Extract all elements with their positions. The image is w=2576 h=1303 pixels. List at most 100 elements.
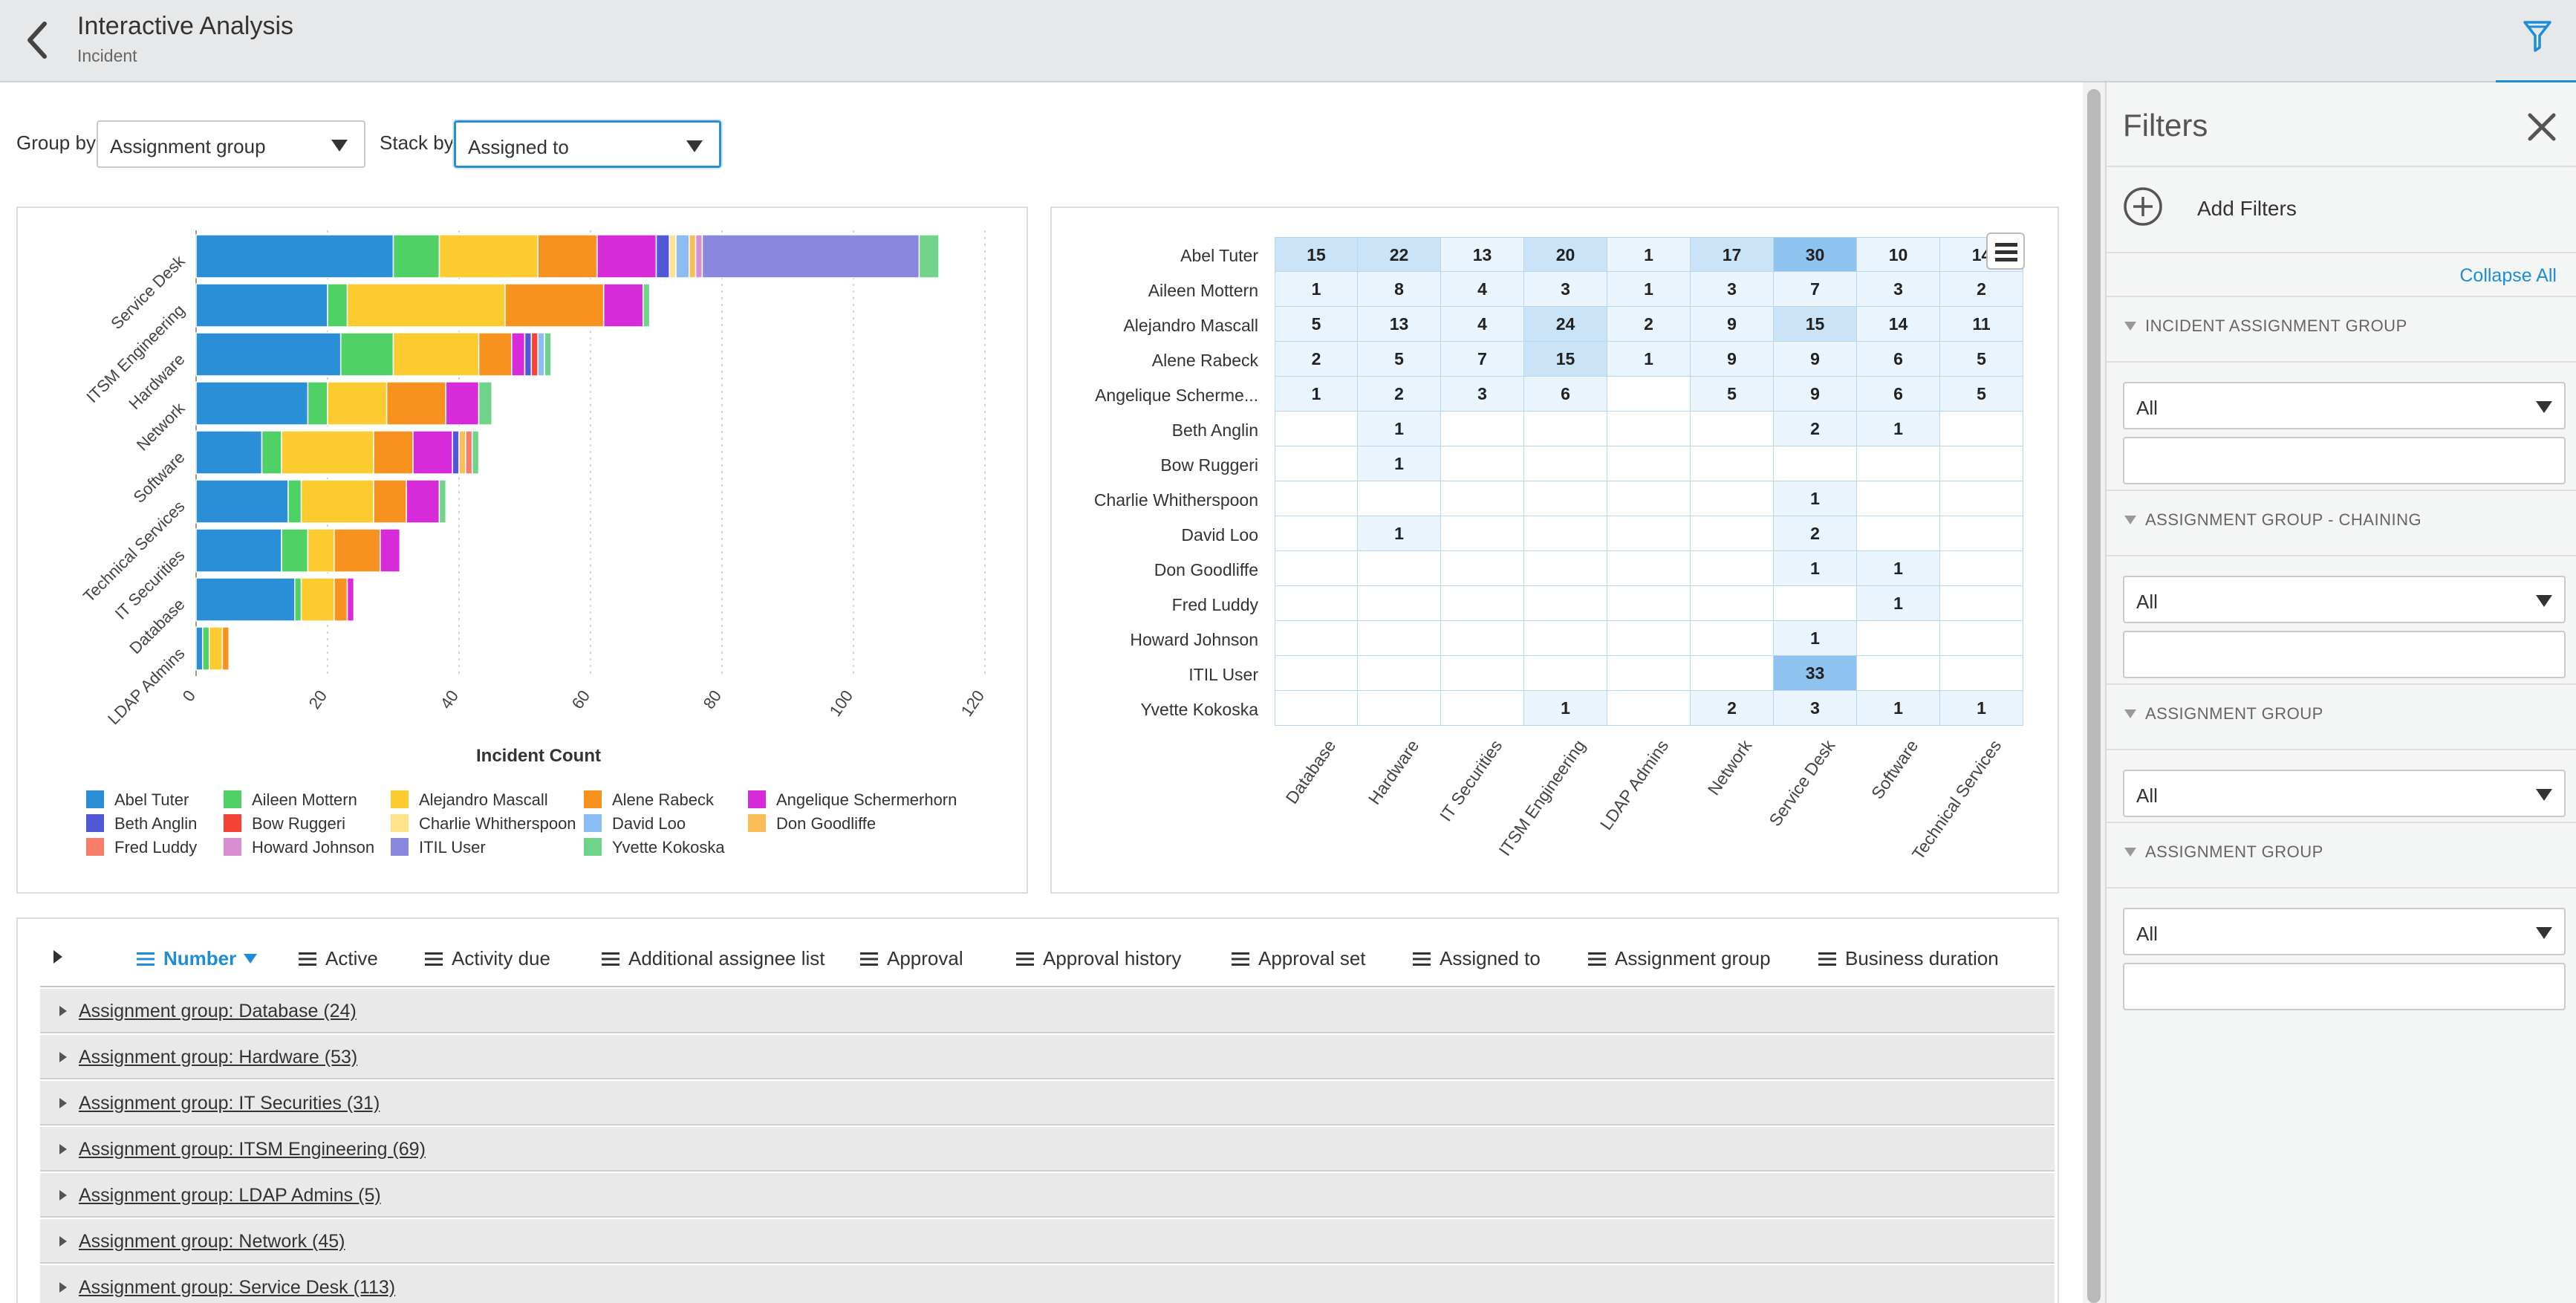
bar-segment[interactable]: [406, 479, 440, 524]
group-row[interactable]: Assignment group: Hardware (53): [40, 1035, 2055, 1079]
pivot-cell[interactable]: 1: [1607, 237, 1691, 272]
legend-item[interactable]: Don Goodliffe: [748, 814, 876, 833]
bar-segment[interactable]: [281, 528, 309, 573]
expand-group-icon[interactable]: [59, 1282, 67, 1293]
pivot-cell[interactable]: 1: [1857, 412, 1940, 446]
bar-segment[interactable]: [327, 381, 388, 426]
bar-segment[interactable]: [669, 234, 677, 279]
pivot-cell[interactable]: 3: [1524, 272, 1607, 307]
bar-segment[interactable]: [294, 577, 302, 622]
bar-segment[interactable]: [346, 577, 355, 622]
pivot-cell[interactable]: 9: [1691, 307, 1774, 342]
legend-item[interactable]: Alene Rabeck: [584, 790, 715, 809]
filter-section-header[interactable]: ASSIGNMENT GROUP: [2124, 704, 2323, 724]
bar-segment[interactable]: [655, 234, 670, 279]
bar-segment[interactable]: [537, 332, 545, 377]
bar-segment[interactable]: [373, 430, 414, 475]
bar-segment[interactable]: [346, 283, 506, 328]
bar-segment[interactable]: [511, 332, 526, 377]
pivot-cell[interactable]: 3: [1857, 272, 1940, 307]
pivot-cell[interactable]: 3: [1774, 691, 1857, 726]
pivot-cell[interactable]: 9: [1774, 377, 1857, 412]
pivot-cell[interactable]: 6: [1857, 377, 1940, 412]
legend-item[interactable]: Fred Luddy: [86, 838, 197, 857]
legend-item[interactable]: Abel Tuter: [86, 790, 189, 809]
column-menu-icon[interactable]: [1232, 952, 1249, 966]
column-menu-icon[interactable]: [1413, 952, 1431, 966]
pivot-cell[interactable]: 1: [1940, 691, 2023, 726]
pivot-cell[interactable]: 2: [1691, 691, 1774, 726]
filter-section-header[interactable]: ASSIGNMENT GROUP - CHAINING: [2124, 510, 2421, 530]
pivot-cell[interactable]: 15: [1774, 307, 1857, 342]
pivot-cell[interactable]: 2: [1940, 272, 2023, 307]
pivot-cell[interactable]: 22: [1358, 237, 1441, 272]
group-row-link[interactable]: Assignment group: Network (45): [79, 1231, 345, 1252]
collapse-all-link[interactable]: Collapse All: [2459, 265, 2557, 286]
bar-segment[interactable]: [195, 234, 394, 279]
filter-search-input[interactable]: [2123, 963, 2566, 1010]
bar-segment[interactable]: [334, 528, 381, 573]
pivot-cell[interactable]: 9: [1774, 342, 1857, 377]
expand-group-icon[interactable]: [59, 1144, 67, 1154]
bar-segment[interactable]: [195, 479, 289, 524]
pivot-cell[interactable]: 13: [1441, 237, 1524, 272]
pivot-cell[interactable]: 1: [1857, 586, 1940, 621]
bar-segment[interactable]: [300, 577, 335, 622]
legend-item[interactable]: Alejandro Mascall: [391, 790, 548, 809]
bar-segment[interactable]: [208, 626, 224, 671]
pivot-cell[interactable]: 1: [1607, 272, 1691, 307]
expand-all-toggle-icon[interactable]: [53, 950, 62, 964]
expand-group-icon[interactable]: [59, 1006, 67, 1016]
pivot-cell[interactable]: 14: [1857, 307, 1940, 342]
column-header[interactable]: Business duration: [1818, 947, 1999, 970]
filter-select[interactable]: All: [2123, 576, 2566, 623]
pivot-cell[interactable]: 1: [1358, 516, 1441, 551]
bar-segment[interactable]: [373, 479, 407, 524]
bar-segment[interactable]: [524, 332, 533, 377]
column-header[interactable]: Activity due: [425, 947, 550, 970]
bar-segment[interactable]: [412, 430, 453, 475]
pivot-cell[interactable]: 1: [1857, 691, 1940, 726]
stack-by-select[interactable]: Assigned to: [454, 120, 721, 168]
group-row[interactable]: Assignment group: Database (24): [40, 989, 2055, 1033]
bar-segment[interactable]: [445, 381, 480, 426]
bar-segment[interactable]: [195, 332, 342, 377]
bar-segment[interactable]: [202, 626, 210, 671]
bar-segment[interactable]: [334, 577, 348, 622]
bar-segment[interactable]: [478, 332, 513, 377]
bar-segment[interactable]: [195, 283, 328, 328]
pivot-cell[interactable]: 15: [1275, 237, 1358, 272]
group-row-link[interactable]: Assignment group: Service Desk (113): [79, 1277, 396, 1298]
pivot-cell[interactable]: 7: [1774, 272, 1857, 307]
legend-item[interactable]: Charlie Whitherspoon: [391, 814, 576, 833]
column-menu-icon[interactable]: [1818, 952, 1836, 966]
expand-group-icon[interactable]: [59, 1052, 67, 1062]
bar-segment[interactable]: [465, 430, 473, 475]
bar-segment[interactable]: [307, 381, 328, 426]
legend-item[interactable]: Aileen Mottern: [224, 790, 357, 809]
column-menu-icon[interactable]: [1016, 952, 1034, 966]
pivot-cell[interactable]: 1: [1275, 272, 1358, 307]
pivot-cell[interactable]: 6: [1857, 342, 1940, 377]
bar-segment[interactable]: [392, 332, 480, 377]
pivot-cell[interactable]: 1: [1358, 446, 1441, 481]
bar-segment[interactable]: [287, 479, 302, 524]
scrollbar-thumb[interactable]: [2087, 89, 2101, 1303]
filter-search-input[interactable]: [2123, 631, 2566, 678]
column-menu-icon[interactable]: [1588, 952, 1606, 966]
bar-segment[interactable]: [438, 234, 539, 279]
column-menu-icon[interactable]: [860, 952, 878, 966]
bar-segment[interactable]: [195, 577, 296, 622]
bar-segment[interactable]: [392, 234, 440, 279]
pivot-cell[interactable]: 2: [1358, 377, 1441, 412]
pivot-cell[interactable]: 6: [1524, 377, 1607, 412]
pivot-cell[interactable]: 11: [1940, 307, 2023, 342]
column-menu-icon[interactable]: [602, 952, 619, 966]
bar-segment[interactable]: [339, 332, 394, 377]
bar-segment[interactable]: [478, 381, 492, 426]
pivot-cell[interactable]: 2: [1774, 516, 1857, 551]
pivot-cell[interactable]: 4: [1441, 307, 1524, 342]
bar-segment[interactable]: [471, 430, 480, 475]
pivot-cell[interactable]: 1: [1857, 551, 1940, 586]
column-header[interactable]: Number: [137, 947, 258, 970]
